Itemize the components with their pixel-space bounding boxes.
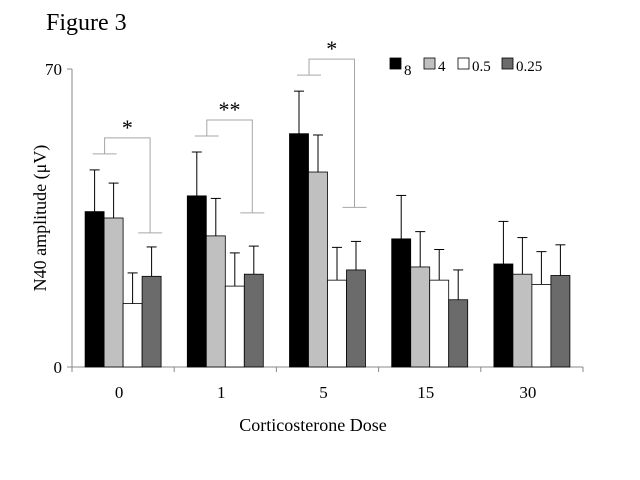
bar — [84, 211, 105, 368]
bar — [531, 284, 552, 368]
x-tick-label: 5 — [319, 383, 328, 402]
bar — [224, 285, 245, 368]
figure-label: Figure 3 — [46, 10, 127, 36]
y-tick-label: 0 — [54, 358, 63, 377]
bar — [391, 238, 412, 368]
y-axis-label: N40 amplitude (μV) — [30, 145, 51, 292]
significance-label: * — [326, 36, 337, 61]
x-tick-label: 0 — [115, 383, 124, 402]
bar — [429, 279, 450, 368]
x-axis-label: Corticosterone Dose — [239, 415, 386, 435]
bar — [448, 299, 469, 368]
bar — [327, 279, 347, 368]
bar — [550, 275, 571, 368]
bar — [289, 133, 309, 368]
bar — [243, 273, 264, 368]
legend: 8 4 0.5 0.25 — [389, 57, 542, 79]
legend-swatch — [389, 57, 402, 70]
bracket-line — [104, 137, 151, 233]
legend-label: 0.25 — [516, 59, 542, 75]
bar — [205, 235, 226, 368]
significance-label: ** — [219, 97, 241, 122]
bar — [122, 303, 143, 368]
legend-label: 8 — [404, 63, 412, 79]
bar — [493, 263, 514, 368]
bar — [308, 171, 328, 368]
bracket-line — [308, 58, 355, 208]
significance-brackets: **** — [92, 36, 367, 234]
error-bars-layer — [89, 90, 566, 304]
legend-swatch — [423, 57, 436, 70]
x-tick-label: 30 — [519, 383, 536, 402]
legend-label: 0.5 — [472, 59, 491, 75]
x-tick-label: 1 — [217, 383, 226, 402]
bars-layer — [84, 133, 571, 368]
bar — [141, 275, 162, 368]
bar — [512, 273, 533, 368]
x-tick-label: 15 — [417, 383, 434, 402]
legend-swatch — [501, 57, 514, 70]
y-tick-label: 70 — [45, 60, 62, 79]
significance-label: * — [122, 115, 133, 140]
bar — [103, 217, 124, 368]
bracket-line — [206, 119, 253, 213]
bar — [346, 269, 366, 368]
legend-swatch — [457, 57, 470, 70]
legend-label: 4 — [438, 59, 446, 75]
bar — [186, 195, 207, 368]
bar — [410, 266, 431, 368]
